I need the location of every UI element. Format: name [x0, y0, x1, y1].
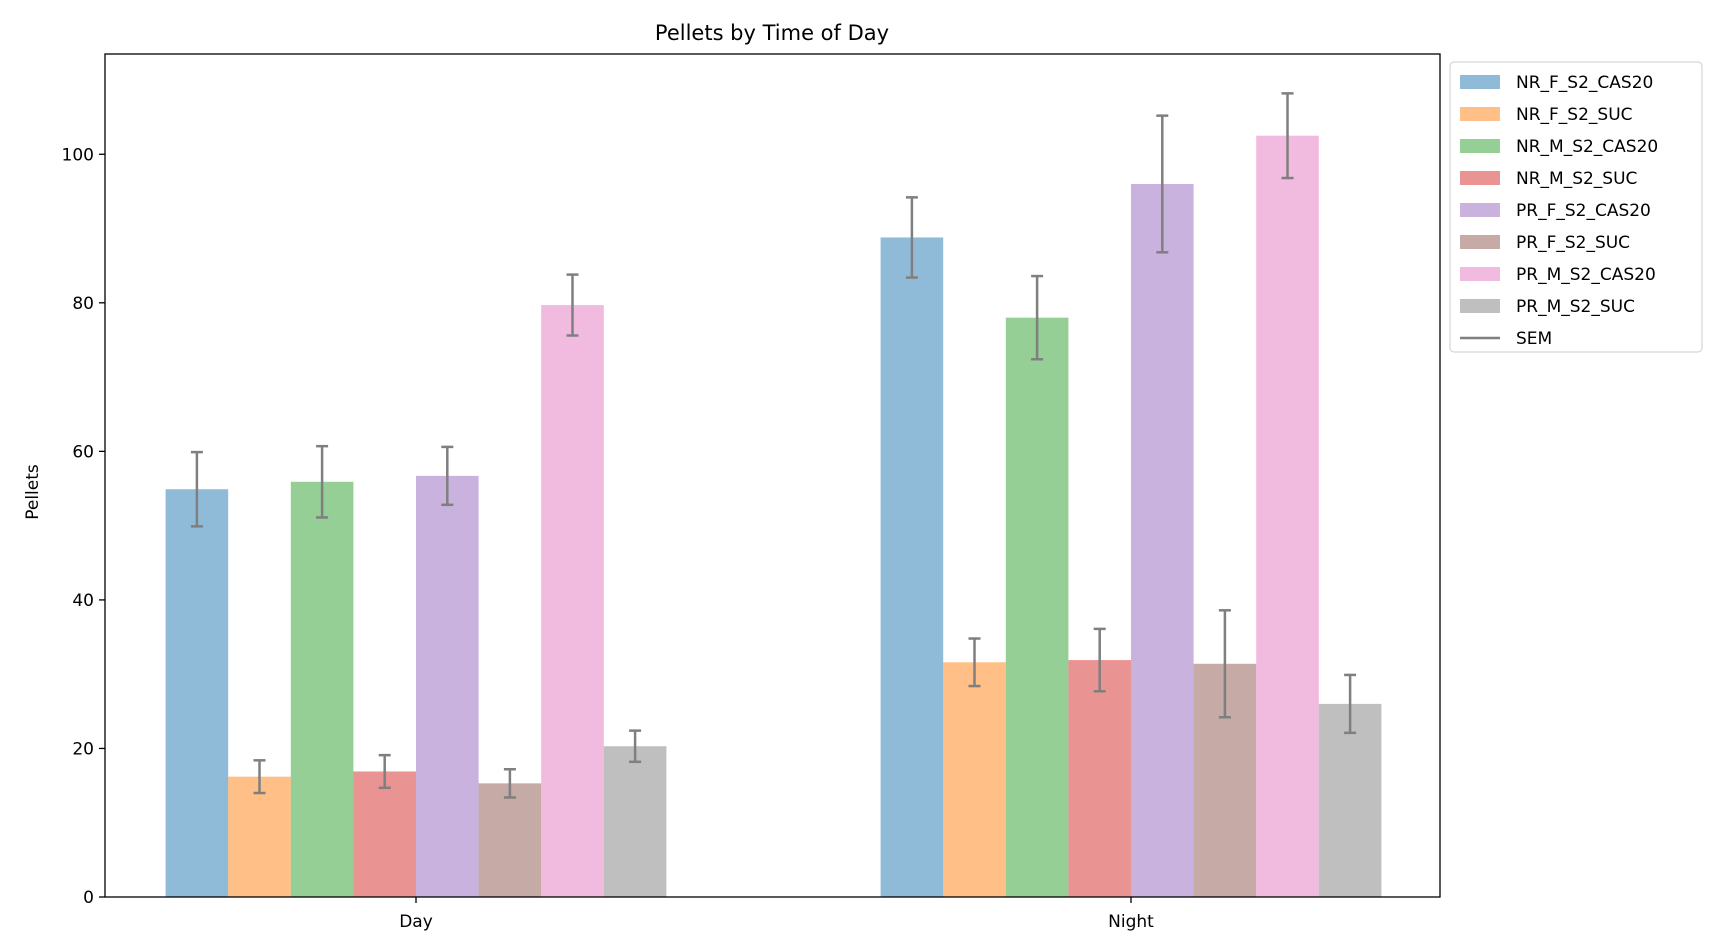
legend-box: [1449, 61, 1703, 353]
error-bar-NR_M_S2_CAS20-Day: [316, 444, 329, 519]
legend-label-PR_M_S2_CAS20: PR_M_S2_CAS20: [1516, 265, 1656, 285]
bar-PR_F_S2_CAS20-Day: [416, 475, 479, 897]
error-bar-PR_M_S2_SUC-Day: [629, 729, 642, 764]
legend-item-NR_M_S2_CAS20: NR_M_S2_CAS20: [1460, 137, 1658, 157]
error-bar-PR_F_S2_SUC-Day: [503, 768, 516, 799]
legend-item-sem: SEM: [1460, 329, 1552, 349]
legend-item-PR_F_S2_CAS20: PR_F_S2_CAS20: [1460, 201, 1651, 221]
x-axis: Day Night: [399, 897, 1154, 932]
legend-swatch-NR_M_S2_SUC: [1460, 171, 1500, 185]
error-bar-NR_M_S2_CAS20-Night: [1031, 274, 1044, 361]
legend-label-PR_F_S2_CAS20: PR_F_S2_CAS20: [1516, 201, 1651, 221]
error-bar-NR_M_S2_SUC-Night: [1093, 627, 1106, 693]
error-bar-PR_M_S2_SUC-Night: [1344, 673, 1357, 735]
y-tick-label-60: 60: [72, 442, 94, 462]
bar-PR_M_S2_SUC-Day: [603, 746, 667, 897]
bar-PR_M_S2_SUC-Night: [1318, 703, 1382, 897]
legend-label-NR_M_S2_SUC: NR_M_S2_SUC: [1516, 169, 1637, 189]
legend-label-PR_M_S2_SUC: PR_M_S2_SUC: [1516, 297, 1635, 317]
legend: NR_F_S2_CAS20 NR_F_S2_SUC NR_M_S2_CAS20 NR_…: [1449, 61, 1703, 353]
bar-NR_F_S2_CAS20-Day: [165, 489, 229, 897]
legend-label-NR_M_S2_CAS20: NR_M_S2_CAS20: [1516, 137, 1658, 157]
bar-PR_F_S2_CAS20-Night: [1131, 183, 1194, 898]
y-tick-label-20: 20: [72, 739, 94, 759]
error-bar-NR_F_S2_SUC-Day: [253, 759, 266, 795]
legend-swatch-PR_M_S2_SUC: [1460, 299, 1500, 313]
plot-frame: [104, 53, 1441, 898]
error-bar-PR_F_S2_SUC-Night: [1218, 609, 1231, 719]
legend-swatch-NR_M_S2_CAS20: [1460, 139, 1500, 153]
legend-label-sem: SEM: [1516, 329, 1552, 349]
legend-item-NR_F_S2_SUC: NR_F_S2_SUC: [1460, 105, 1633, 125]
y-tick-label-0: 0: [83, 888, 94, 908]
bar-PR_F_S2_SUC-Day: [478, 783, 542, 897]
plot-area: [165, 92, 1382, 898]
legend-label-NR_F_S2_SUC: NR_F_S2_SUC: [1516, 105, 1633, 125]
legend-label-NR_F_S2_CAS20: NR_F_S2_CAS20: [1516, 73, 1653, 93]
legend-item-PR_M_S2_CAS20: PR_M_S2_CAS20: [1460, 265, 1656, 285]
bar-NR_F_S2_CAS20-Night: [880, 237, 944, 897]
legend-item-PR_F_S2_SUC: PR_F_S2_SUC: [1460, 233, 1630, 253]
legend-item-NR_F_S2_CAS20: NR_F_S2_CAS20: [1460, 73, 1653, 93]
error-bar-PR_F_S2_CAS20-Day: [441, 445, 454, 507]
bar-PR_M_S2_CAS20-Day: [541, 305, 604, 897]
bar-NR_F_S2_SUC-Day: [228, 776, 291, 897]
legend-swatch-PR_M_S2_CAS20: [1460, 267, 1500, 281]
legend-swatch-NR_F_S2_CAS20: [1460, 75, 1500, 89]
error-bar-PR_M_S2_CAS20-Night: [1281, 92, 1294, 180]
legend-swatch-NR_F_S2_SUC: [1460, 107, 1500, 121]
x-tick-label-Day: Day: [399, 912, 433, 932]
error-bar-NR_F_S2_SUC-Night: [968, 637, 981, 688]
x-tick-label-Night: Night: [1108, 912, 1154, 932]
bar-NR_M_S2_SUC-Night: [1068, 660, 1131, 897]
y-axis: 0 20 40 60 80 100: [62, 145, 105, 908]
legend-label-PR_F_S2_SUC: PR_F_S2_SUC: [1516, 233, 1630, 253]
legend-item-NR_M_S2_SUC: NR_M_S2_SUC: [1460, 169, 1637, 189]
error-bar-PR_M_S2_CAS20-Day: [566, 273, 579, 337]
error-bar-NR_F_S2_CAS20-Night: [905, 196, 918, 279]
y-tick-label-40: 40: [72, 591, 94, 611]
error-bar-PR_F_S2_CAS20-Night: [1156, 114, 1169, 254]
y-axis-label: Pellets: [23, 464, 43, 520]
bar-NR_M_S2_CAS20-Night: [1005, 317, 1069, 897]
legend-swatch-PR_F_S2_SUC: [1460, 235, 1500, 249]
y-tick-label-100: 100: [62, 145, 94, 165]
bar-NR_M_S2_SUC-Day: [353, 771, 416, 897]
chart-title: Pellets by Time of Day: [655, 21, 889, 45]
legend-item-PR_M_S2_SUC: PR_M_S2_SUC: [1460, 297, 1635, 317]
bar-PR_M_S2_CAS20-Night: [1256, 135, 1319, 897]
legend-swatch-PR_F_S2_CAS20: [1460, 203, 1500, 217]
bar-NR_F_S2_SUC-Night: [943, 662, 1006, 897]
y-tick-label-80: 80: [72, 294, 94, 314]
error-bar-NR_M_S2_SUC-Day: [378, 753, 391, 790]
bar-NR_M_S2_CAS20-Day: [290, 481, 354, 897]
error-bar-NR_F_S2_CAS20-Day: [190, 450, 203, 528]
